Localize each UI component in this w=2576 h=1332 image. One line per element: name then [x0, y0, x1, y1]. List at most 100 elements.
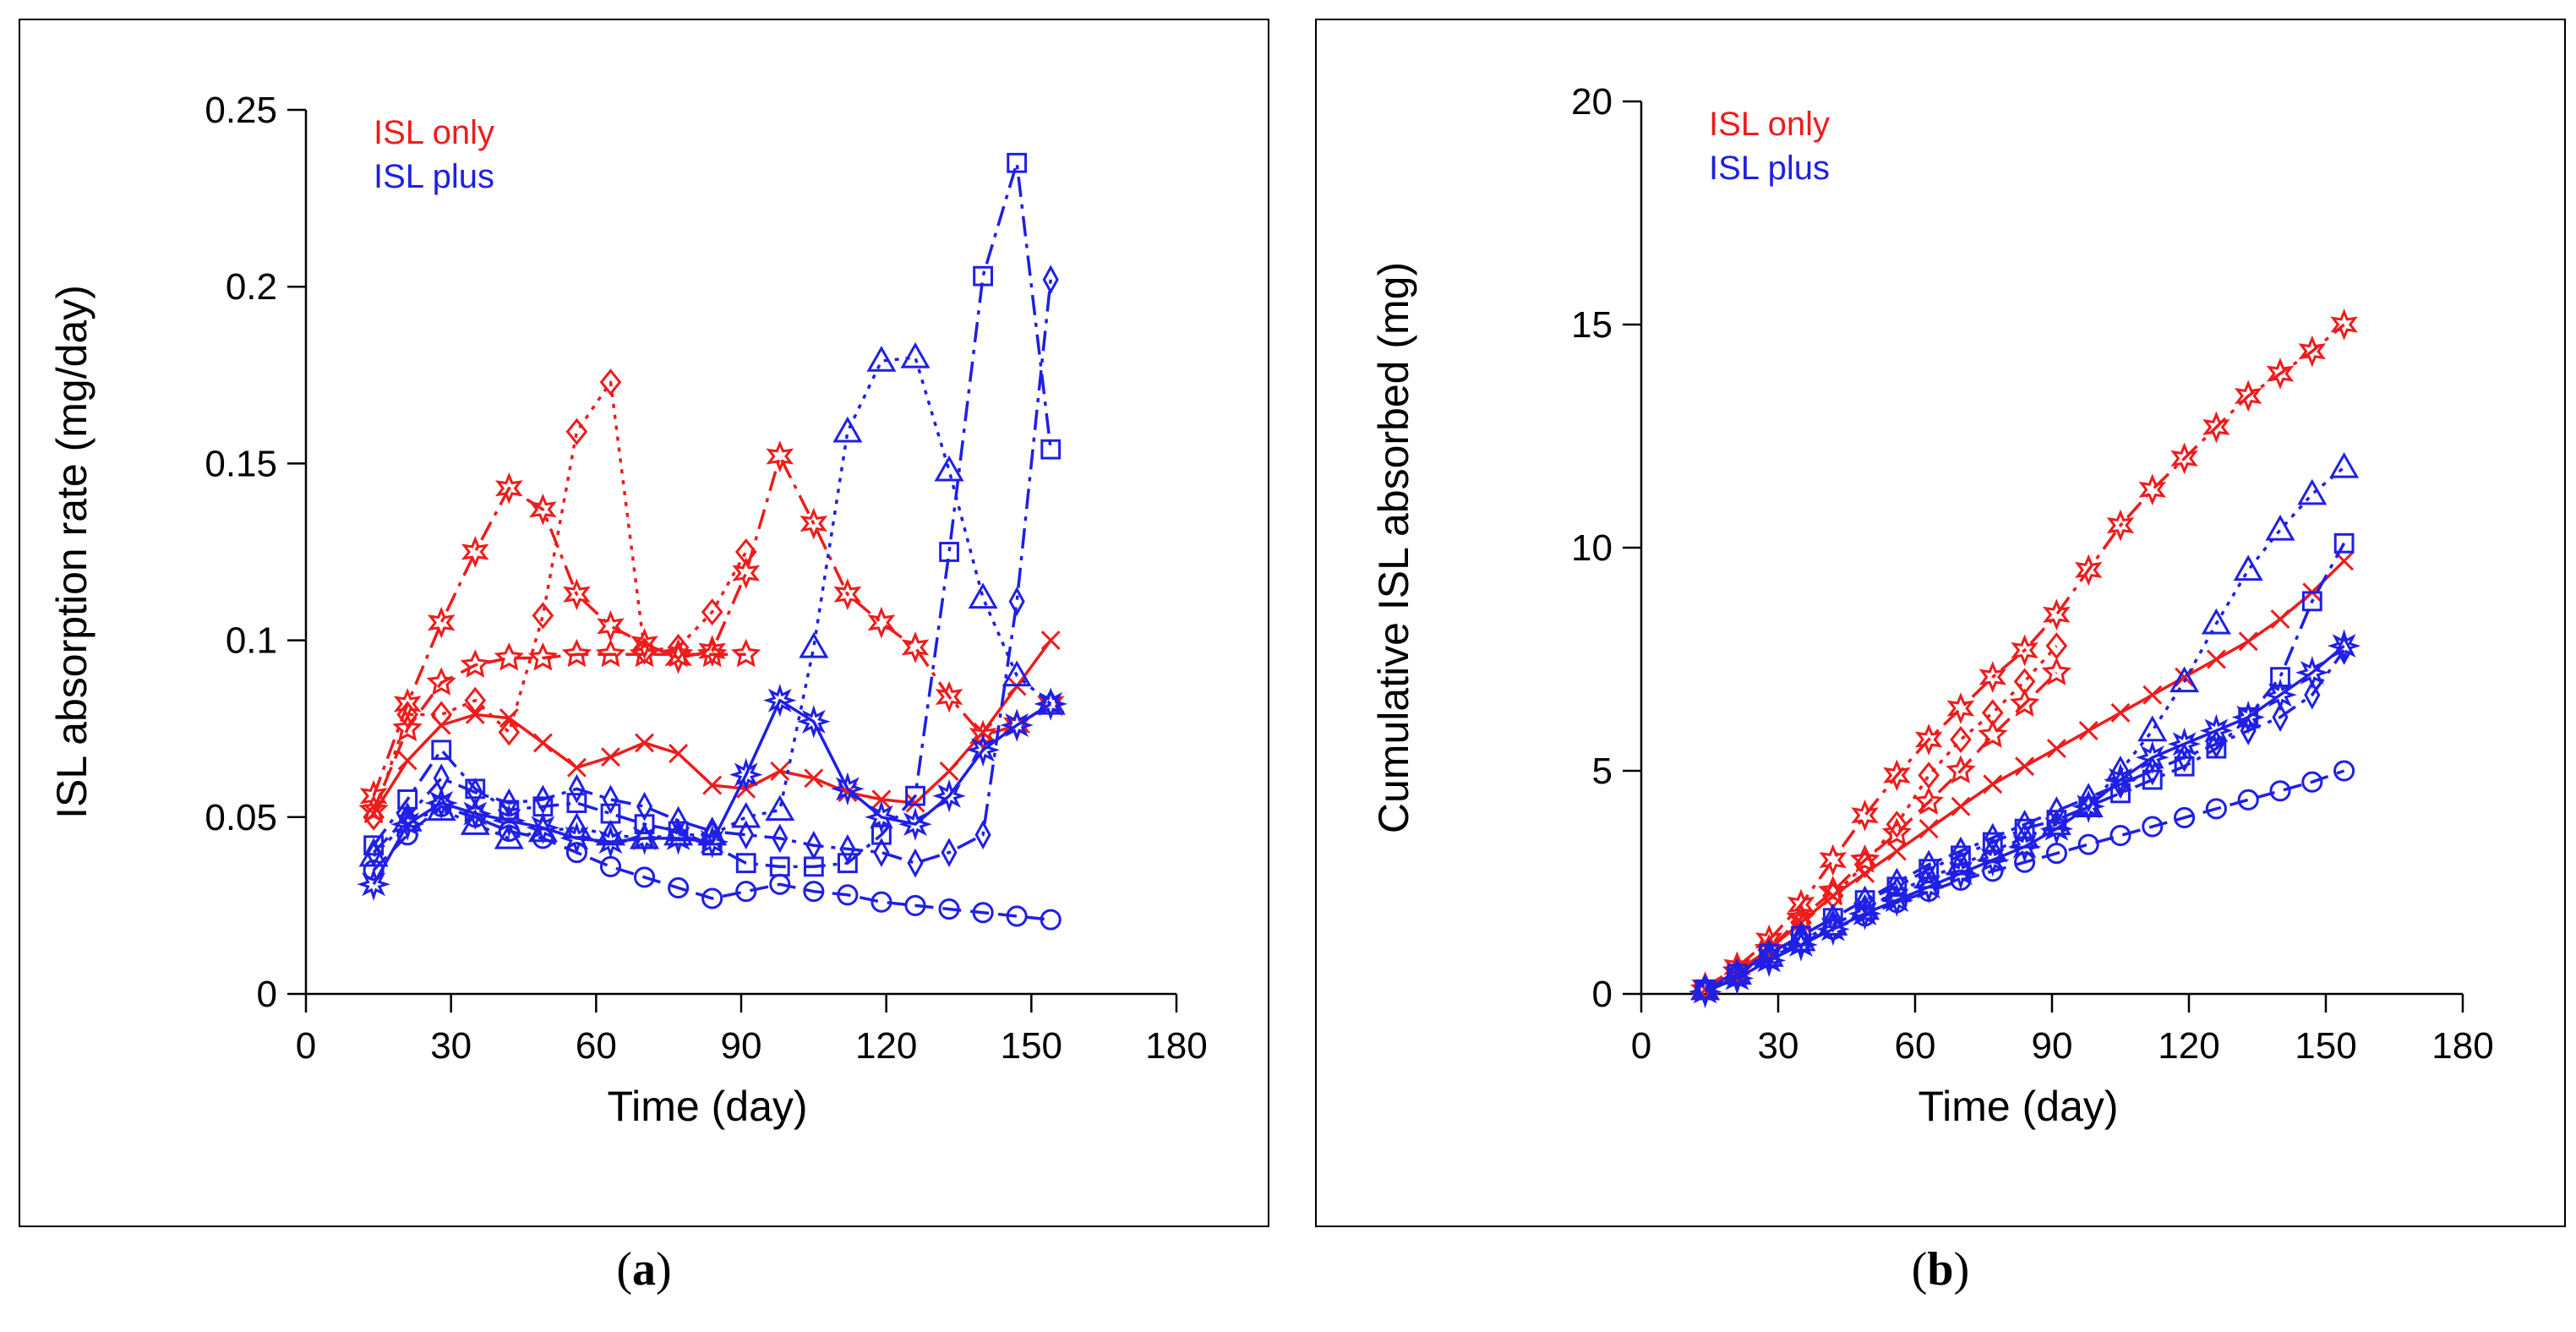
- data-point: [396, 701, 419, 729]
- data-point: [2301, 591, 2322, 612]
- data-point: [2304, 680, 2321, 710]
- data-point: [2106, 509, 2135, 542]
- y-axis-label: ISL absorption rate (mg/day): [48, 285, 96, 819]
- data-point: [839, 834, 856, 864]
- legend-entry: ISL plus: [374, 158, 494, 195]
- data-point: [566, 757, 587, 778]
- data-point: [2295, 656, 2329, 690]
- data-point: [528, 493, 557, 526]
- data-point: [1978, 661, 2007, 694]
- data-point: [1946, 755, 1976, 784]
- data-point: [599, 368, 622, 396]
- data-point: [941, 838, 958, 868]
- data-point: [2109, 825, 2131, 847]
- data-point: [358, 794, 389, 823]
- data-point: [735, 853, 756, 874]
- data-point: [974, 820, 991, 850]
- data-point: [2135, 740, 2169, 774]
- y-tick-label: 0: [257, 974, 277, 1015]
- data-point: [568, 773, 586, 804]
- data-point: [1883, 759, 1911, 792]
- data-point: [390, 807, 424, 841]
- data-point: [2176, 742, 2193, 772]
- x-tick-label: 30: [1758, 1025, 1799, 1067]
- data-point: [565, 842, 587, 864]
- data-point: [661, 822, 696, 855]
- data-point: [2110, 783, 2131, 804]
- data-point: [2237, 789, 2259, 811]
- data-point: [2206, 649, 2226, 669]
- data-point: [1881, 817, 1913, 846]
- data-point: [2233, 554, 2263, 581]
- data-point: [2077, 833, 2099, 855]
- data-point: [1000, 708, 1034, 742]
- data-point: [2270, 609, 2290, 629]
- panel-a: 0 30 60 90 120 150 180 0 0.05 0.1 0.15 0.2 0.25 Time …: [19, 19, 1269, 1227]
- data-point: [701, 887, 723, 909]
- series-line: [1704, 645, 2058, 991]
- x-tick-label: 90: [2032, 1025, 2073, 1067]
- data-point: [2301, 771, 2323, 793]
- data-point: [392, 712, 423, 742]
- data-point: [2201, 608, 2231, 635]
- data-point: [762, 684, 797, 718]
- data-point: [1822, 908, 1843, 929]
- data-point: [1983, 774, 2003, 794]
- data-point: [1888, 867, 1905, 898]
- data-point: [804, 768, 824, 789]
- x-tick-label: 120: [2158, 1025, 2219, 1067]
- data-point: [1946, 692, 1975, 724]
- data-point: [1040, 439, 1062, 460]
- data-point: [800, 507, 828, 540]
- data-point: [731, 638, 761, 668]
- panel-label-a: (a): [616, 1243, 672, 1296]
- y-tick-label: 0.15: [205, 443, 277, 484]
- data-point: [565, 418, 588, 445]
- data-point: [870, 891, 892, 913]
- data-point: [973, 265, 994, 287]
- y-tick-label: 0.2: [226, 266, 277, 308]
- data-point: [2266, 358, 2295, 390]
- data-point: [900, 341, 931, 368]
- x-axis-label: Time (day): [607, 1083, 807, 1130]
- data-point: [424, 786, 459, 820]
- data-point: [932, 778, 966, 813]
- data-point: [939, 542, 959, 562]
- data-point: [667, 633, 690, 662]
- data-point: [2170, 442, 2198, 475]
- data-point: [1886, 841, 1907, 861]
- data-point: [1886, 811, 1908, 838]
- data-point: [973, 722, 993, 742]
- data-point: [2014, 851, 2036, 873]
- series-line: [1704, 644, 2345, 994]
- data-point: [935, 680, 963, 713]
- data-point: [2208, 729, 2224, 759]
- data-point: [2104, 762, 2137, 797]
- x-tick-label: 150: [2295, 1025, 2356, 1067]
- data-point: [2240, 716, 2257, 745]
- data-point: [2080, 783, 2097, 813]
- y-axis-label: Cumulative ISL absorbed (mg): [1370, 262, 1417, 833]
- data-point: [901, 631, 930, 663]
- data-point: [2167, 727, 2202, 762]
- data-point: [1006, 905, 1028, 927]
- data-point: [663, 638, 694, 668]
- panel-b: 0 30 60 90 120 150 180 0 5 10 15 20 Time (day) Cumula…: [1315, 19, 2566, 1227]
- data-point: [526, 811, 560, 845]
- data-point: [532, 602, 554, 630]
- data-point: [934, 455, 964, 482]
- series-line: [1704, 323, 2345, 989]
- data-point: [2074, 554, 2103, 587]
- data-point: [1950, 725, 1972, 754]
- data-point: [729, 757, 763, 792]
- data-point: [2269, 780, 2291, 802]
- data-point: [593, 825, 628, 859]
- data-point: [905, 785, 925, 806]
- data-point: [735, 881, 757, 903]
- x-tick-label: 180: [1145, 1025, 1207, 1067]
- data-point: [635, 733, 655, 753]
- data-point: [938, 898, 960, 920]
- data-point: [2234, 379, 2262, 412]
- x-axis-label: Time (day): [1918, 1083, 2118, 1130]
- legend-entry: ISL only: [374, 114, 494, 151]
